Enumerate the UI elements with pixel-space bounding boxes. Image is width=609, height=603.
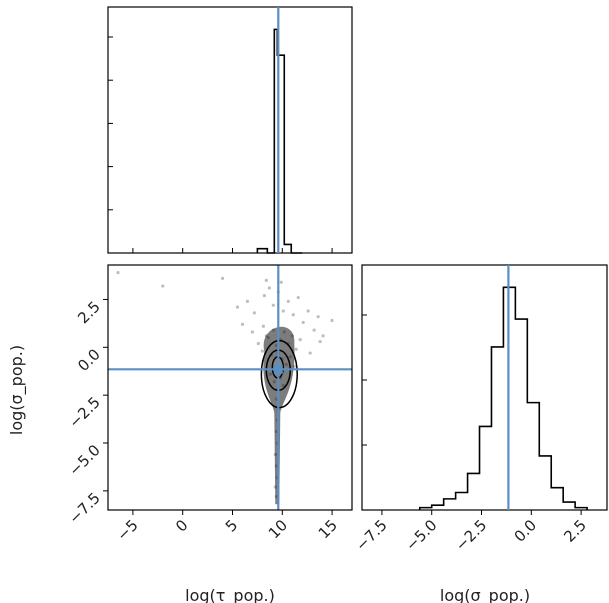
sigma-marginal-frame [361,264,608,511]
sample-point [294,347,298,351]
sample-point [308,351,312,355]
sigma-x-tick-label: −5.0 [402,516,440,554]
sigma-marginal-panel: −7.5 −5.0 −2.5 0.0 2.5 [352,264,608,555]
sample-point [291,313,295,317]
sample-point [235,305,240,309]
x-tick-label: −5 [113,516,141,544]
tau-axis-label: log(τ_pop.) [185,586,275,603]
y-tick-label: 2.5 [74,298,104,328]
sample-point [161,284,165,288]
x-tick-label: 10 [265,516,291,542]
sigma-axis-label: log(σ_pop.) [440,586,530,603]
x-tick-label: 5 [222,516,241,535]
tau-marginal-panel [107,6,353,254]
sigma-x-tick-label: 2.5 [560,516,590,546]
joint-truth-marker [273,364,283,374]
sigma-y-axis-label: log(σ_pop.) [7,345,27,435]
y-tick-label: −5.0 [65,441,103,479]
sample-point [316,315,320,319]
tau-histogram-step [256,28,303,254]
sample-point [267,286,271,290]
sigma-x-tick-label: −7.5 [352,516,390,554]
sample-point [271,303,275,307]
joint-samples [116,271,334,499]
sample-point [281,309,285,313]
sample-point [330,318,334,323]
joint-y-ticks: −7.5 −5.0 −2.5 0.0 2.5 [65,298,108,527]
y-tick-label: 0.0 [74,345,104,375]
tau-marginal-ticks [108,36,333,254]
x-tick-label: 0 [172,516,191,535]
sigma-x-tick-label: −2.5 [452,516,490,554]
sample-point [220,276,225,280]
sigma-x-ticks: −7.5 −5.0 −2.5 0.0 2.5 [352,510,590,555]
joint-panel: −5 0 5 10 15 −7.5 −5.0 −2.5 0.0 2.5 [65,264,353,544]
sample-point [250,330,255,334]
sample-point [245,299,250,303]
sample-point [264,278,268,282]
sample-point [298,338,302,342]
sample-point [261,324,265,328]
sample-point [279,280,283,284]
y-tick-label: −7.5 [65,489,103,527]
sample-point [262,294,266,298]
sample-point [260,349,264,353]
tau-marginal-frame [107,6,353,254]
sample-point [286,299,290,303]
y-tick-label: −2.5 [65,393,103,431]
sigma-x-tick-label: 0.0 [511,516,541,546]
sample-point [252,311,256,315]
sample-point [240,322,245,326]
sample-point [116,271,120,275]
sample-point [296,295,300,300]
joint-x-ticks: −5 0 5 10 15 [113,510,341,544]
sample-point [256,341,260,346]
sample-point [306,309,310,313]
x-tick-label: 15 [315,516,341,542]
sigma-histogram-step [418,286,588,510]
sigma-marginal-ticks [362,314,367,446]
sample-point [301,320,305,325]
sample-point [312,328,316,332]
sample-point [318,339,322,344]
joint-frame [107,264,353,511]
sample-point [321,334,325,338]
